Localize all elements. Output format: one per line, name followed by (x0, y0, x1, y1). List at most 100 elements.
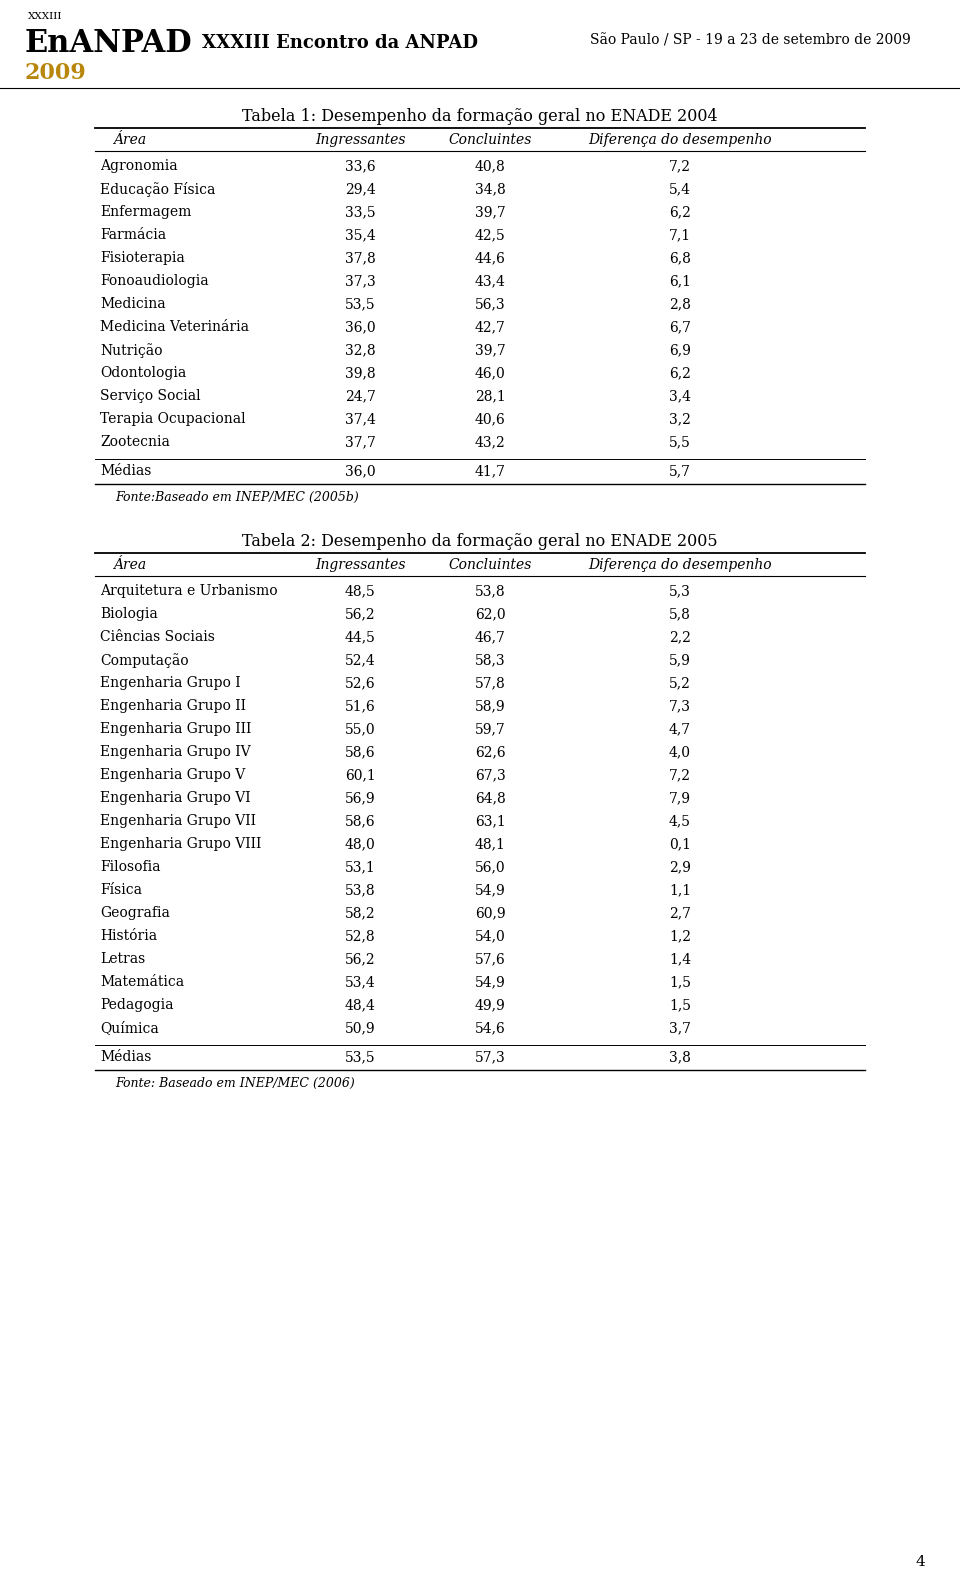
Text: 7,9: 7,9 (669, 791, 691, 805)
Text: Tabela 2: Desempenho da formação geral no ENADE 2005: Tabela 2: Desempenho da formação geral n… (242, 534, 718, 549)
Text: 7,2: 7,2 (669, 159, 691, 174)
Text: 1,1: 1,1 (669, 883, 691, 897)
Text: 56,3: 56,3 (474, 297, 505, 311)
Text: 33,6: 33,6 (345, 159, 375, 174)
Text: Filosofia: Filosofia (100, 861, 160, 875)
Text: 6,1: 6,1 (669, 275, 691, 287)
Text: 52,4: 52,4 (345, 654, 375, 666)
Text: 53,5: 53,5 (345, 1050, 375, 1064)
Text: 53,4: 53,4 (345, 974, 375, 988)
Text: 6,2: 6,2 (669, 366, 691, 381)
Text: 49,9: 49,9 (474, 998, 505, 1012)
Text: 3,4: 3,4 (669, 388, 691, 403)
Text: 39,7: 39,7 (474, 343, 505, 357)
Text: Fisioterapia: Fisioterapia (100, 251, 184, 265)
Text: 2009: 2009 (25, 62, 86, 84)
Text: 4,0: 4,0 (669, 745, 691, 759)
Text: 5,2: 5,2 (669, 676, 691, 690)
Text: 5,7: 5,7 (669, 464, 691, 478)
Text: 58,6: 58,6 (345, 815, 375, 827)
Text: 59,7: 59,7 (474, 722, 505, 736)
Text: 28,1: 28,1 (474, 388, 505, 403)
Text: 37,4: 37,4 (345, 412, 375, 426)
Text: 1,5: 1,5 (669, 974, 691, 988)
Text: Biologia: Biologia (100, 606, 157, 621)
Text: 40,8: 40,8 (474, 159, 505, 174)
Text: 64,8: 64,8 (474, 791, 505, 805)
Text: 55,0: 55,0 (345, 722, 375, 736)
Text: Ingressantes: Ingressantes (315, 557, 405, 572)
Text: Tabela 1: Desempenho da formação geral no ENADE 2004: Tabela 1: Desempenho da formação geral n… (242, 107, 718, 125)
Text: 54,6: 54,6 (474, 1022, 505, 1034)
Text: 62,6: 62,6 (474, 745, 505, 759)
Text: 6,2: 6,2 (669, 205, 691, 219)
Text: 53,5: 53,5 (345, 297, 375, 311)
Text: 6,8: 6,8 (669, 251, 691, 265)
Text: 54,0: 54,0 (474, 928, 505, 943)
Text: 58,6: 58,6 (345, 745, 375, 759)
Text: 53,1: 53,1 (345, 861, 375, 875)
Text: 4,7: 4,7 (669, 722, 691, 736)
Text: 60,1: 60,1 (345, 767, 375, 782)
Text: Zootecnia: Zootecnia (100, 434, 170, 448)
Text: 58,3: 58,3 (474, 654, 505, 666)
Text: Matemática: Matemática (100, 974, 184, 988)
Text: 39,7: 39,7 (474, 205, 505, 219)
Text: Medicina Veterinária: Medicina Veterinária (100, 321, 249, 335)
Text: 46,0: 46,0 (474, 366, 505, 381)
Text: 56,9: 56,9 (345, 791, 375, 805)
Text: 29,4: 29,4 (345, 182, 375, 196)
Text: 2,7: 2,7 (669, 906, 691, 921)
Text: 5,5: 5,5 (669, 434, 691, 448)
Text: XXXIII Encontro da ANPAD: XXXIII Encontro da ANPAD (202, 35, 478, 52)
Text: 4,5: 4,5 (669, 815, 691, 827)
Text: 44,5: 44,5 (345, 630, 375, 644)
Text: 2,2: 2,2 (669, 630, 691, 644)
Text: 63,1: 63,1 (474, 815, 505, 827)
Text: Ciências Sociais: Ciências Sociais (100, 630, 215, 644)
Text: 58,9: 58,9 (474, 699, 505, 714)
Text: 50,9: 50,9 (345, 1022, 375, 1034)
Text: 37,7: 37,7 (345, 434, 375, 448)
Text: 1,5: 1,5 (669, 998, 691, 1012)
Text: Medicina: Medicina (100, 297, 166, 311)
Text: Área: Área (113, 133, 147, 147)
Text: 60,9: 60,9 (474, 906, 505, 921)
Text: 3,8: 3,8 (669, 1050, 691, 1064)
Text: 53,8: 53,8 (345, 883, 375, 897)
Text: Farmácia: Farmácia (100, 227, 166, 242)
Text: XXXIII: XXXIII (28, 13, 62, 21)
Text: Diferença do desempenho: Diferença do desempenho (588, 133, 772, 147)
Text: 57,6: 57,6 (474, 952, 505, 966)
Text: História: História (100, 928, 157, 943)
Text: 48,1: 48,1 (474, 837, 505, 851)
Text: 3,7: 3,7 (669, 1022, 691, 1034)
Text: 67,3: 67,3 (474, 767, 505, 782)
Text: Concluintes: Concluintes (448, 557, 532, 572)
Text: 56,2: 56,2 (345, 606, 375, 621)
Text: Diferença do desempenho: Diferença do desempenho (588, 557, 772, 572)
Text: Química: Química (100, 1022, 158, 1034)
Text: Enfermagem: Enfermagem (100, 205, 191, 219)
Text: 37,8: 37,8 (345, 251, 375, 265)
Text: Arquitetura e Urbanismo: Arquitetura e Urbanismo (100, 584, 277, 598)
Text: Médias: Médias (100, 1050, 152, 1064)
Text: 4: 4 (915, 1555, 924, 1570)
Text: 7,3: 7,3 (669, 699, 691, 714)
Text: Fonte:Baseado em INEP/MEC (2005b): Fonte:Baseado em INEP/MEC (2005b) (115, 491, 359, 504)
Text: Educação Física: Educação Física (100, 182, 215, 197)
Text: 32,8: 32,8 (345, 343, 375, 357)
Text: 48,4: 48,4 (345, 998, 375, 1012)
Text: Engenharia Grupo VII: Engenharia Grupo VII (100, 815, 256, 827)
Text: Serviço Social: Serviço Social (100, 388, 201, 403)
Text: 43,2: 43,2 (474, 434, 505, 448)
Text: Área: Área (113, 557, 147, 572)
Text: 1,2: 1,2 (669, 928, 691, 943)
Text: 42,5: 42,5 (474, 227, 505, 242)
Text: Geografia: Geografia (100, 906, 170, 921)
Text: 62,0: 62,0 (474, 606, 505, 621)
Text: Fonoaudiologia: Fonoaudiologia (100, 275, 208, 287)
Text: 58,2: 58,2 (345, 906, 375, 921)
Text: 7,1: 7,1 (669, 227, 691, 242)
Text: Nutrição: Nutrição (100, 343, 162, 358)
